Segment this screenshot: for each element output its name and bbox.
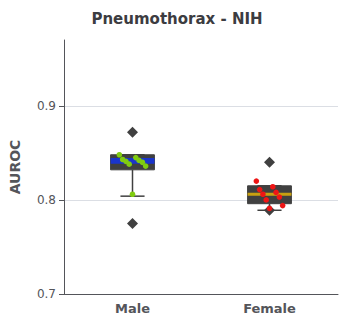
svg-text:0.7: 0.7 bbox=[37, 287, 56, 301]
svg-text:Pneumothorax - NIH: Pneumothorax - NIH bbox=[91, 10, 262, 28]
svg-text:Female: Female bbox=[243, 301, 296, 316]
svg-text:0.8: 0.8 bbox=[37, 193, 56, 207]
svg-text:0.9: 0.9 bbox=[37, 99, 56, 113]
svg-text:Male: Male bbox=[115, 301, 150, 316]
svg-text:AUROC: AUROC bbox=[7, 140, 23, 195]
